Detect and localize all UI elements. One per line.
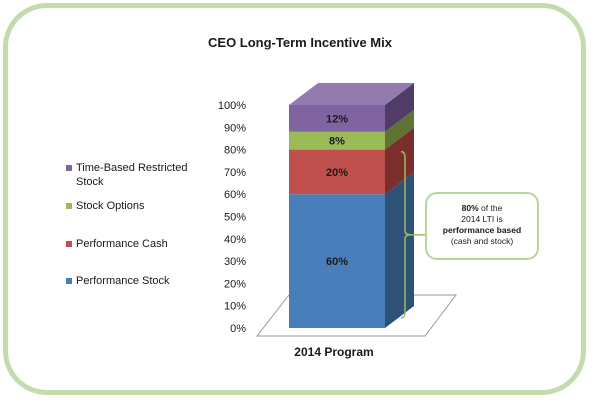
y-tick-label: 90% [224, 122, 246, 134]
legend-swatch-performance-stock [66, 278, 72, 284]
callout-line-2: 2014 LTI is [461, 214, 503, 224]
legend-label-performance-stock: Performance Stock [76, 275, 170, 287]
bar-side-performance-stock [385, 172, 414, 328]
data-label-performance-stock: 60% [326, 256, 348, 268]
y-tick-label: 0% [230, 323, 246, 335]
bar-side-performance-cash [385, 127, 414, 195]
callout-line-1: of the [478, 203, 503, 213]
callout-line-3: performance based [442, 225, 522, 235]
performance-callout: 80% of the 2014 LTI is performance based… [425, 192, 539, 260]
legend-item-restricted-stock: Time-Based Restricted Stock [66, 161, 206, 189]
bar-top-time-based-restricted-stock [289, 83, 414, 105]
bar-side-stock-options [385, 109, 414, 150]
bar-segment-stock-options [289, 131, 385, 150]
y-tick-label: 20% [224, 278, 246, 290]
legend-swatch-restricted-stock [66, 165, 72, 171]
x-category-label: 2014 Program [294, 345, 373, 359]
callout-percentage: 80% [461, 203, 479, 213]
legend-label-restricted-stock: Time-Based Restricted Stock [76, 162, 188, 188]
y-tick-label: 60% [224, 189, 246, 201]
bar-side-time-based-restricted-stock [385, 83, 414, 132]
legend-swatch-performance-cash [66, 241, 72, 247]
legend-label-performance-cash: Performance Cash [76, 238, 168, 250]
y-tick-label: 40% [224, 234, 246, 246]
legend-swatch-stock-options [66, 203, 72, 209]
bar-segment-time-based-restricted-stock [289, 105, 385, 132]
legend-item-stock-options: Stock Options [66, 199, 206, 213]
bar-segment-performance-cash [289, 149, 385, 195]
chart-title: CEO Long-Term Incentive Mix [208, 35, 392, 50]
data-label-performance-cash: 20% [326, 167, 348, 179]
legend-item-performance-cash: Performance Cash [66, 237, 206, 251]
y-tick-label: 100% [218, 100, 246, 112]
data-label-time-based-restricted-stock: 12% [326, 113, 348, 125]
y-tick-label: 10% [224, 301, 246, 313]
legend-label-stock-options: Stock Options [76, 200, 145, 212]
bar-segment-performance-stock [289, 194, 385, 328]
data-label-stock-options: 8% [329, 136, 345, 148]
y-tick-label: 80% [224, 145, 246, 157]
y-tick-label: 70% [224, 167, 246, 179]
y-tick-label: 30% [224, 256, 246, 268]
callout-line-4: (cash and stock) [450, 236, 514, 246]
legend-item-performance-stock: Performance Stock [66, 274, 206, 288]
y-tick-label: 50% [224, 212, 246, 224]
